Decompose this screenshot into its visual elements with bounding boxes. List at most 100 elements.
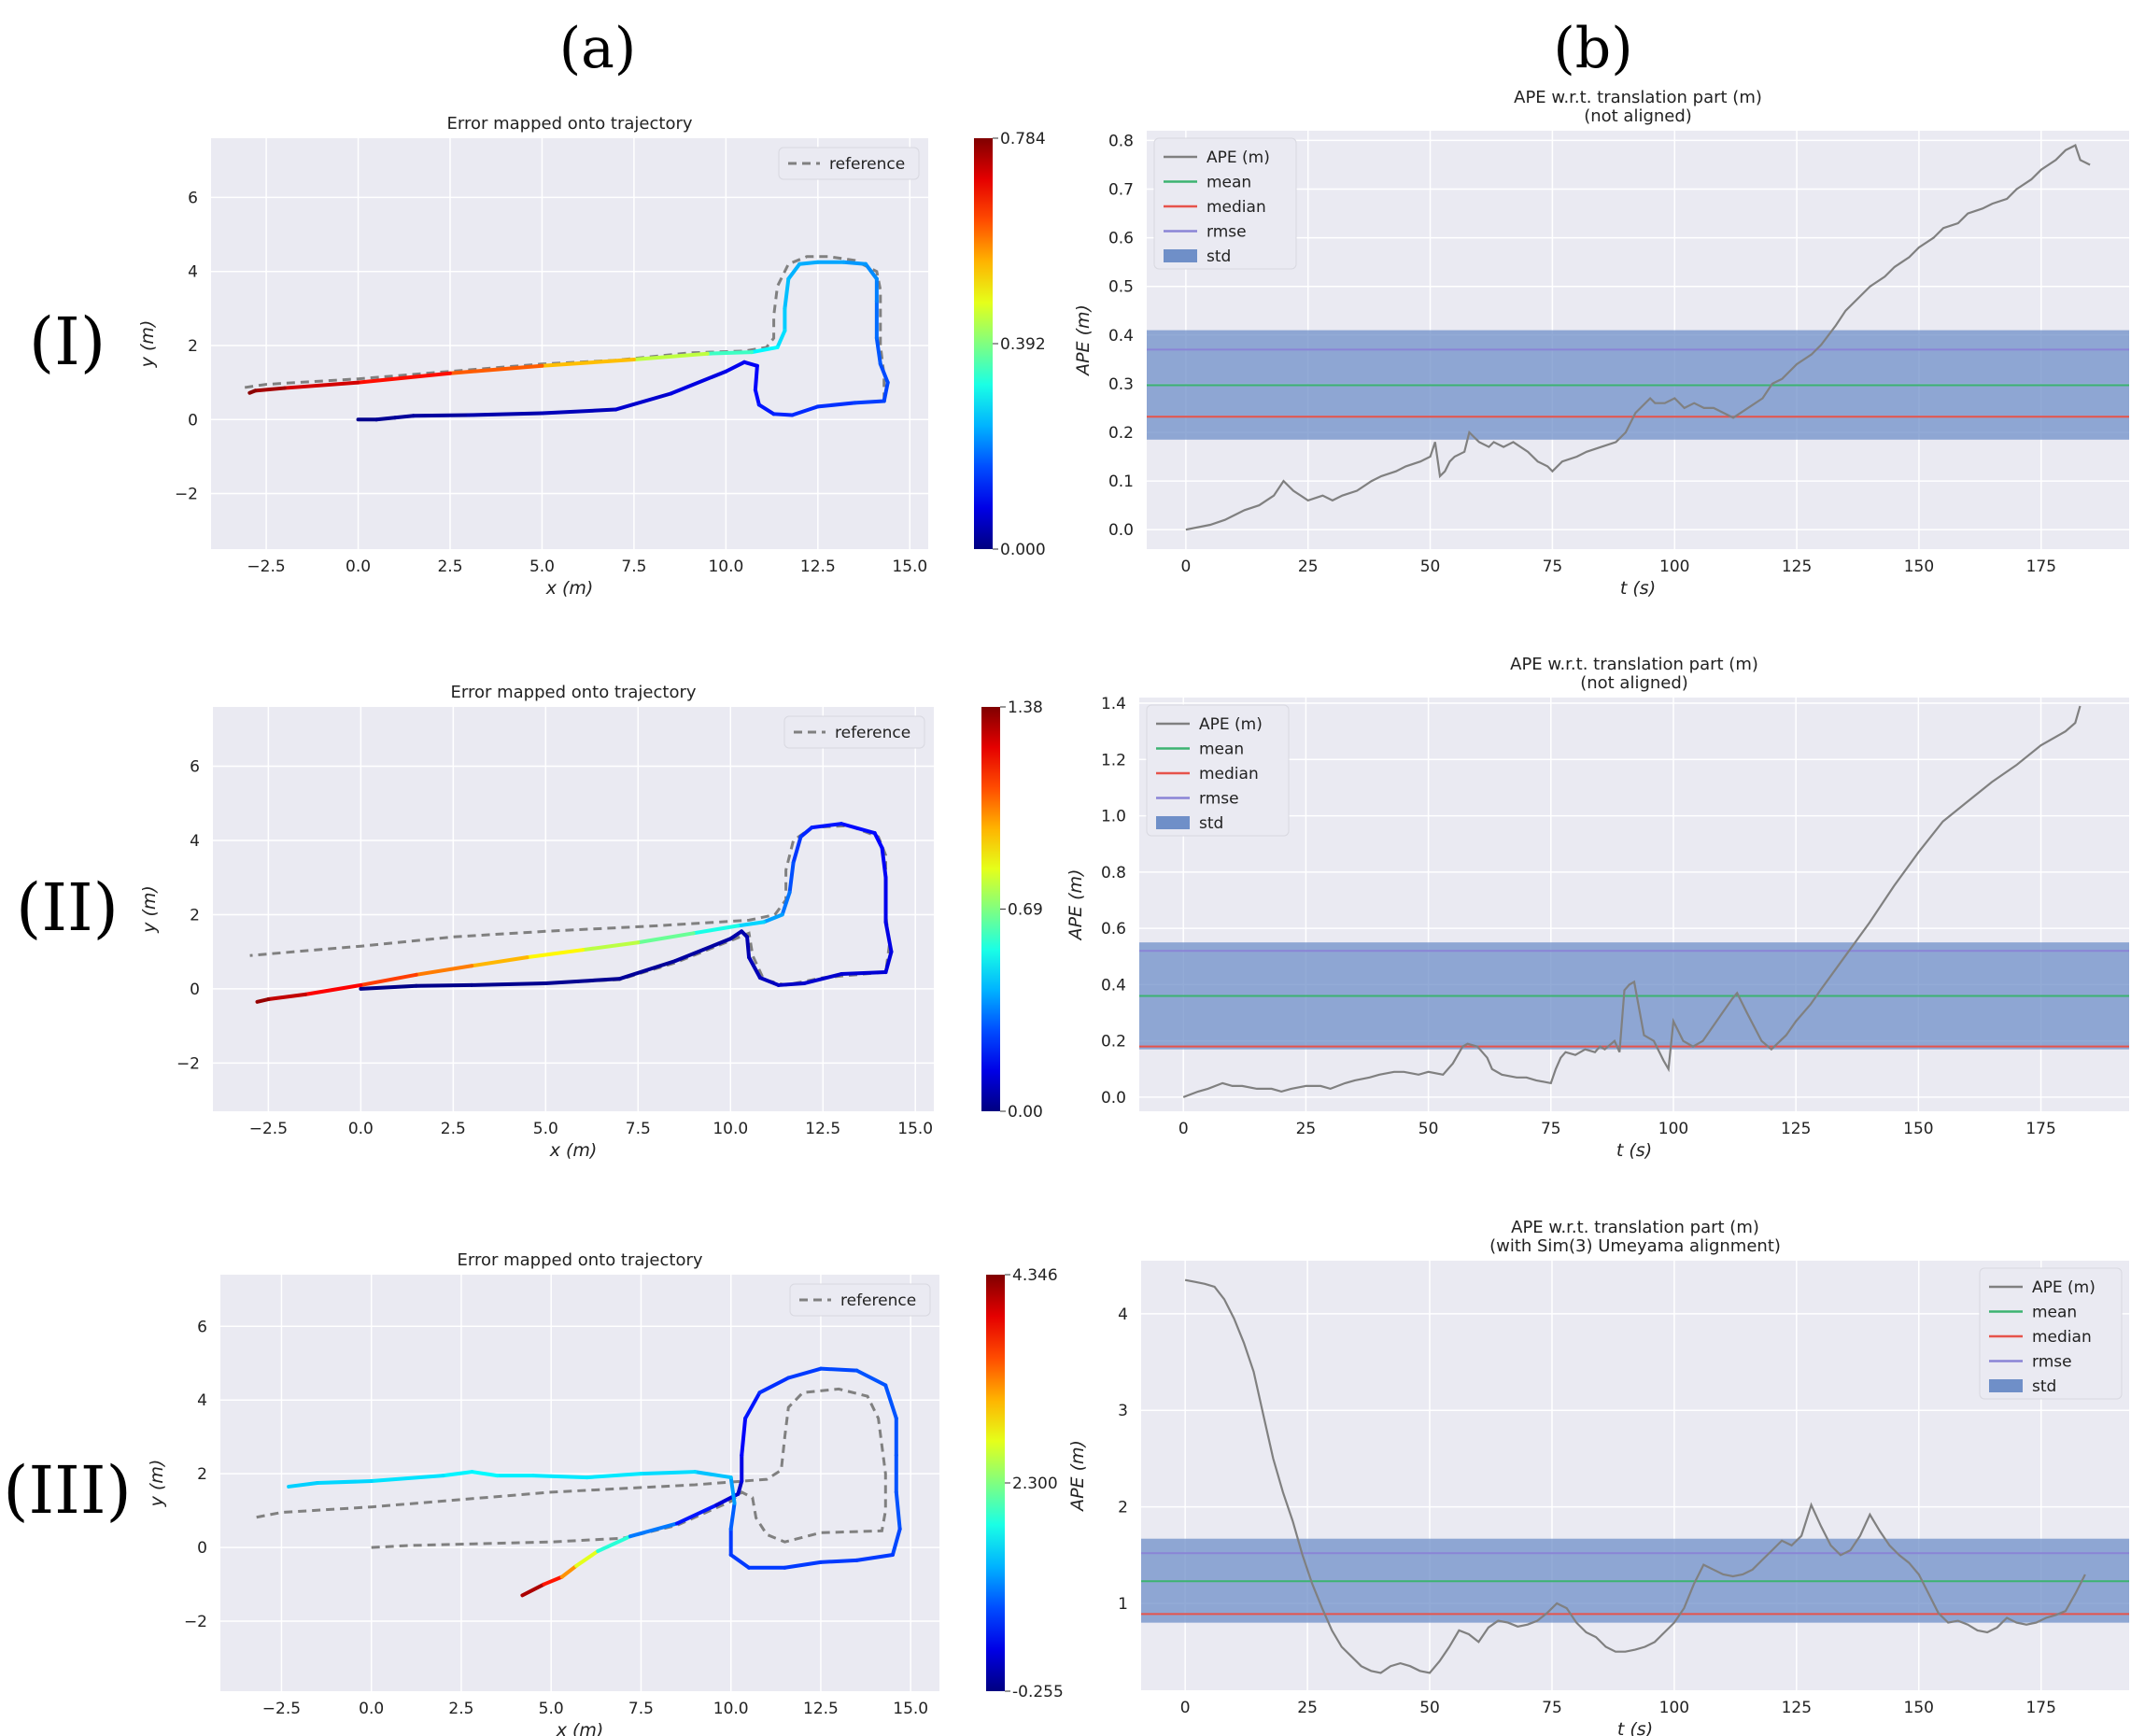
legend-label: mean	[1199, 741, 1244, 759]
y-tick-label: 1.2	[1101, 751, 1126, 769]
trajectory-segment	[841, 260, 868, 266]
y-tick-label: −2	[184, 1613, 207, 1631]
trajectory-segment	[780, 890, 792, 917]
x-tick-label: 100	[1658, 1120, 1688, 1138]
x-tick-label: 150	[1904, 557, 1934, 576]
trajectory-segment	[749, 345, 780, 355]
x-axis-label: t (s)	[1620, 578, 1656, 599]
trajectory-segment	[883, 1383, 898, 1420]
trajectory-segment	[783, 276, 791, 311]
legend-box	[1979, 1267, 2123, 1400]
charts-layer: −2.5 0.0 2.5 5.0 7.5 10.0 12.5 15.0−20246Error …	[137, 88, 2129, 1736]
trajectory-segment	[441, 1470, 474, 1478]
x-tick-label: 15.0	[892, 557, 927, 576]
trajectory-segment	[448, 363, 544, 375]
x-tick-label: 175	[2025, 1699, 2055, 1717]
colorbar	[986, 1275, 1005, 1691]
chart-title: APE w.r.t. translation part (m)	[1514, 88, 1762, 107]
trajectory-segment	[693, 1470, 733, 1480]
trajectory-segment	[791, 835, 803, 865]
legend-label: std	[1199, 814, 1223, 833]
trajectory-segment	[614, 391, 673, 412]
colorbar-tick-label: 0.784	[1000, 130, 1046, 148]
y-axis-label: y (m)	[147, 1460, 167, 1508]
legend-label: median	[2032, 1328, 2092, 1347]
trajectory-segment	[728, 929, 744, 941]
trajectory-segment	[542, 1574, 564, 1587]
y-tick-label: 0.4	[1108, 327, 1134, 346]
trajectory-segment	[559, 1563, 579, 1579]
legend-label: mean	[1207, 174, 1251, 192]
plot-area	[213, 707, 934, 1111]
chart-subtitle: (with Sim(3) Umeyama alignment)	[1489, 1236, 1781, 1256]
trajectory-segment	[369, 1474, 445, 1484]
legend-box	[1153, 137, 1297, 270]
row-label-3: (III)	[3, 1452, 132, 1529]
trajectory-segment	[580, 940, 641, 953]
trajectory-segment	[890, 1527, 902, 1557]
colorbar-tick-label: 2.300	[1012, 1475, 1058, 1493]
trajectory-segment	[840, 822, 877, 836]
x-axis-label: x (m)	[556, 1720, 604, 1736]
trajectory-segment	[585, 1472, 643, 1480]
trajectory-segment	[786, 1366, 823, 1380]
x-tick-label: 10.0	[713, 1700, 749, 1718]
y-tick-label: 0.8	[1101, 864, 1126, 882]
trajectory-segment	[854, 1368, 888, 1388]
trajectory-segment	[753, 388, 761, 407]
y-tick-label: 2	[197, 1465, 207, 1484]
x-axis-label: x (m)	[549, 1140, 598, 1161]
trajectory-segment	[728, 1501, 737, 1531]
y-tick-label: 1	[1118, 1595, 1128, 1614]
plot-area	[211, 138, 928, 549]
trajectory-segment	[810, 822, 844, 830]
trajectory-segment	[783, 1560, 823, 1570]
x-tick-label: 12.5	[805, 1120, 840, 1138]
chart-subtitle: (not aligned)	[1580, 673, 1688, 693]
x-tick-label: 50	[1419, 1699, 1440, 1717]
trajectory-segment	[691, 924, 741, 936]
x-tick-label: 25	[1297, 1699, 1318, 1717]
trajectory-segment	[787, 860, 796, 895]
y-tick-label: 0.1	[1108, 473, 1134, 491]
x-tick-label: 0.0	[346, 557, 371, 576]
trajectory-segment	[639, 1470, 698, 1476]
x-tick-label: 175	[2026, 557, 2056, 576]
x-tick-label: 75	[1542, 1699, 1562, 1717]
trajectory-segment	[864, 261, 879, 281]
x-tick-label: 150	[1904, 1699, 1934, 1717]
x-tick-label: 125	[1782, 557, 1812, 576]
y-tick-label: 0.8	[1108, 132, 1134, 150]
trajectory-segment	[705, 350, 754, 356]
x-tick-label: 7.5	[621, 557, 646, 576]
trajectory-segment	[798, 826, 814, 840]
trajectory-segment	[728, 1475, 737, 1505]
y-tick-label: 0.2	[1108, 424, 1134, 443]
legend-label: rmse	[1199, 790, 1239, 809]
trajectory-segment	[818, 1366, 859, 1373]
trajectory-segment	[878, 361, 890, 385]
ape-series-line	[1182, 705, 2081, 1098]
x-tick-label: 0	[1180, 1699, 1191, 1717]
legend-label: median	[1207, 198, 1266, 217]
y-tick-label: 6	[188, 189, 198, 207]
trajectory-segment	[883, 920, 894, 954]
trajectory-segment	[757, 975, 781, 987]
colorbar-tick-label: -0.255	[1012, 1683, 1064, 1701]
trajectory-segment	[880, 845, 888, 880]
y-tick-label: 4	[197, 1391, 207, 1410]
column-label-b: (b)	[1553, 16, 1632, 81]
legend-label: std	[1207, 247, 1231, 266]
trajectory-segment	[356, 371, 452, 385]
colorbar-tick-label: 1.38	[1008, 699, 1043, 717]
y-tick-label: 3	[1118, 1402, 1128, 1420]
trajectory-segment	[466, 411, 544, 417]
colorbar	[981, 707, 1000, 1111]
trajectory-segment	[724, 360, 747, 374]
trajectory-segment	[882, 380, 890, 403]
trajectory-segment	[525, 948, 585, 960]
trajectory-segment	[628, 1521, 679, 1539]
trajectory-segment	[674, 1503, 719, 1526]
chart-ape-1: 0 25 50 75 100 125 150 175 0.0 0.1 0.2 0.3 0.4 0.5 0.6…	[1073, 88, 2129, 599]
